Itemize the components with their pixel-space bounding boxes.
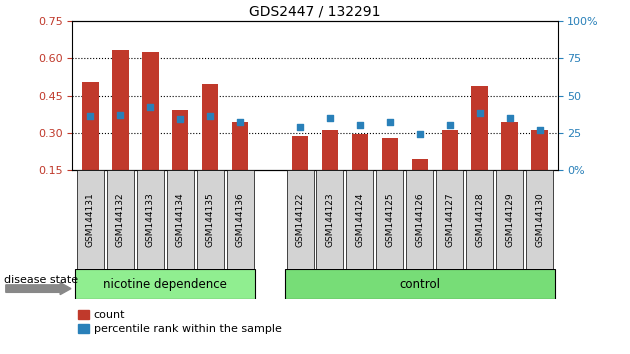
Bar [202, 84, 219, 170]
Text: GSM144134: GSM144134 [176, 192, 185, 247]
Text: GSM144125: GSM144125 [386, 192, 394, 247]
Point [86, 114, 96, 119]
Point [325, 115, 335, 121]
Bar [346, 170, 374, 269]
Bar [167, 170, 193, 269]
Text: disease state: disease state [4, 275, 77, 285]
Text: GSM144136: GSM144136 [236, 192, 244, 247]
Text: GSM144135: GSM144135 [205, 192, 215, 247]
Point [205, 114, 215, 119]
Text: control: control [399, 278, 440, 291]
Point [534, 127, 544, 133]
Bar [142, 52, 159, 170]
Point [415, 131, 425, 137]
FancyArrow shape [6, 282, 71, 295]
Bar [376, 170, 403, 269]
Bar [292, 136, 308, 170]
Bar [112, 50, 129, 170]
Bar [436, 170, 463, 269]
Bar [352, 134, 368, 170]
Bar [107, 170, 134, 269]
Bar [496, 170, 523, 269]
Text: nicotine dependence: nicotine dependence [103, 278, 227, 291]
Text: GSM144126: GSM144126 [415, 192, 425, 247]
Text: GSM144129: GSM144129 [505, 192, 514, 247]
Bar [526, 170, 553, 269]
Bar [172, 110, 188, 170]
Bar [197, 170, 224, 269]
Point [355, 122, 365, 128]
Bar [232, 122, 248, 170]
Text: GSM144130: GSM144130 [535, 192, 544, 247]
Text: GSM144124: GSM144124 [355, 192, 364, 247]
Bar [406, 170, 433, 269]
Bar [227, 170, 254, 269]
Point [505, 115, 515, 121]
Title: GDS2447 / 132291: GDS2447 / 132291 [249, 5, 381, 19]
Text: GSM144133: GSM144133 [146, 192, 155, 247]
Point [175, 116, 185, 122]
Text: GSM144123: GSM144123 [326, 192, 335, 247]
Bar [322, 130, 338, 170]
Bar [287, 170, 314, 269]
Text: GSM144127: GSM144127 [445, 192, 454, 247]
Bar [285, 269, 554, 299]
Bar [316, 170, 343, 269]
Point [146, 105, 156, 110]
Text: GSM144122: GSM144122 [295, 192, 304, 247]
Point [115, 112, 125, 118]
Bar [82, 82, 99, 170]
Bar [466, 170, 493, 269]
Bar [137, 170, 164, 269]
Bar [411, 159, 428, 170]
Bar [501, 122, 518, 170]
Point [474, 110, 484, 116]
Point [235, 120, 245, 125]
Bar [531, 130, 548, 170]
Point [295, 124, 305, 130]
Text: GSM144131: GSM144131 [86, 192, 95, 247]
Text: GSM144128: GSM144128 [475, 192, 484, 247]
Text: GSM144132: GSM144132 [116, 192, 125, 247]
Point [385, 120, 395, 125]
Bar [382, 138, 398, 170]
Bar [442, 130, 458, 170]
Legend: count, percentile rank within the sample: count, percentile rank within the sample [78, 310, 282, 334]
Bar [77, 170, 104, 269]
Bar [471, 86, 488, 170]
Bar [76, 269, 255, 299]
Point [445, 122, 455, 128]
